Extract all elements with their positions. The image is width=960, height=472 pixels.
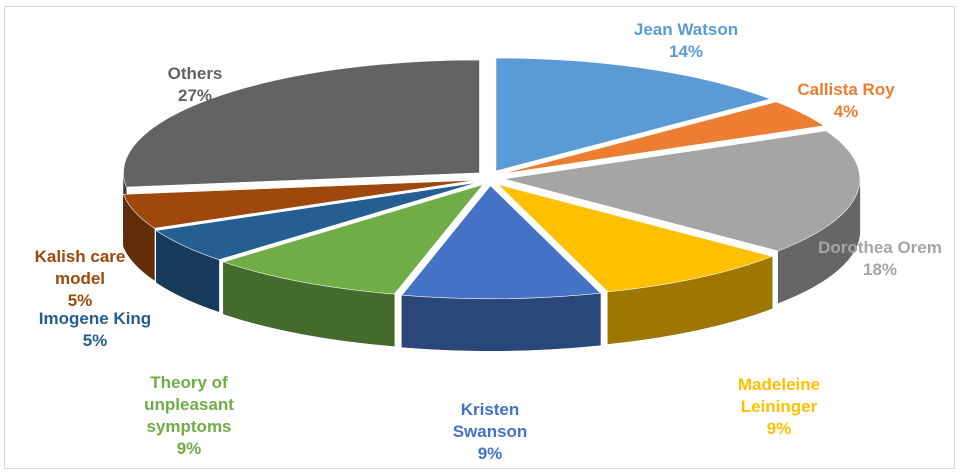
- data-label-others: Others 27%: [168, 64, 223, 105]
- data-label-value: 9%: [177, 439, 202, 458]
- pie-slice-kalish-care-model: [122, 179, 477, 229]
- pie-tops: [122, 57, 861, 299]
- data-label-name: Theory of unpleasant symptoms: [144, 373, 234, 436]
- data-label-value: 14%: [669, 42, 703, 61]
- data-label-name: Imogene King: [39, 309, 151, 328]
- data-label-value: 18%: [863, 260, 897, 279]
- pie-slice-callista-roy: [501, 101, 825, 175]
- data-label-name: Madeleine Leininger: [738, 375, 820, 416]
- pie-labels: Jean Watson 14% Callista Roy 4% Dorothea Ore…: [35, 20, 942, 463]
- data-label-value: 5%: [83, 331, 108, 350]
- data-label-jean-watson: Jean Watson 14%: [634, 20, 738, 61]
- pie-slice-kristen-swanson: [401, 185, 602, 299]
- pie-side-kristen-swanson: [401, 292, 601, 351]
- data-label-name: Kalish care model: [35, 247, 126, 288]
- data-label-name: Callista Roy: [797, 80, 895, 99]
- data-label-value: 4%: [834, 102, 859, 121]
- pie-slice-dorothea-orem: [503, 130, 861, 252]
- pie-slice-theory-of-unpleasant-symptoms: [222, 184, 484, 295]
- data-label-dorothea-orem: Dorothea Orem 18%: [818, 238, 942, 279]
- data-label-name: Jean Watson: [634, 20, 738, 39]
- pie-slice-madeleine-leininger: [496, 183, 774, 293]
- data-label-value: 9%: [478, 444, 503, 463]
- data-label-value: 9%: [767, 419, 792, 438]
- data-label-theory-of-unpleasant-symptoms: Theory of unpleasant symptoms 9%: [144, 373, 234, 458]
- data-label-name: Kristen Swanson: [453, 400, 528, 441]
- data-label-value: 27%: [178, 86, 212, 105]
- data-label-name: Dorothea Orem: [818, 238, 942, 257]
- pie-slice-others: [123, 59, 480, 188]
- data-label-madeleine-leininger: Madeleine Leininger 9%: [738, 375, 820, 438]
- data-label-kristen-swanson: Kristen Swanson 9%: [453, 400, 528, 463]
- data-label-imogene-king: Imogene King 5%: [39, 309, 151, 350]
- data-label-value: 5%: [68, 291, 93, 310]
- pie-slice-imogene-king: [155, 182, 479, 260]
- data-label-name: Others: [168, 64, 223, 83]
- data-label-callista-roy: Callista Roy 4%: [797, 80, 895, 121]
- data-label-kalish-care-model: Kalish care model 5%: [35, 247, 126, 310]
- pie-slice-jean-watson: [495, 57, 772, 172]
